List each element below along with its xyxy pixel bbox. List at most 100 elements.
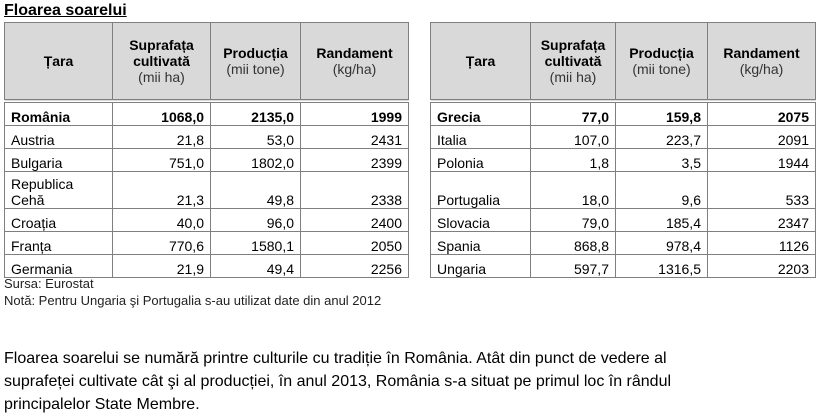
value-cell: 2399 <box>300 148 409 172</box>
value-cell: 2338 <box>300 171 409 209</box>
value-cell: 159,8 <box>615 99 708 126</box>
header-unit: (mii ha) <box>138 69 185 85</box>
country-name: Croația <box>11 215 57 231</box>
header-title: Suprafața cultivată <box>129 37 194 69</box>
value-cell: 96,0 <box>210 208 301 232</box>
country-cell: Slovacia <box>430 208 531 232</box>
value-cell: 1999 <box>300 99 409 126</box>
value-cell: 2431 <box>300 125 409 149</box>
table-row: Ungaria 597,7 1316,5 2203 <box>430 254 816 278</box>
value-cell: 2075 <box>707 99 816 126</box>
header-unit: (mii ha) <box>549 69 597 85</box>
table-header: Țara Suprafața cultivată (mii ha) Producția… <box>430 22 816 102</box>
value-cell: 2347 <box>707 208 816 232</box>
value-cell: 1802,0 <box>210 148 301 172</box>
country-name: Germania <box>11 261 73 277</box>
title: Floarea soarelui <box>4 2 127 19</box>
value-cell: 978,4 <box>615 231 708 255</box>
header-unit: (kg/ha) <box>739 61 784 77</box>
table: Țara Suprafața cultivată (mii ha) Producția… <box>430 22 816 278</box>
value-cell: 868,8 <box>530 231 616 255</box>
country-name: Republica Cehă <box>11 176 74 208</box>
country-cell: Spania <box>430 231 531 255</box>
table-header: Țara Suprafața cultivată (mii ha) Producția… <box>4 22 409 102</box>
value-cell: 40,0 <box>112 208 211 232</box>
country-cell: Republica Cehă <box>4 171 113 209</box>
header-unit: (mii tone) <box>226 61 285 77</box>
header-row: Țara Suprafața cultivată (mii ha) Producția… <box>4 22 409 102</box>
value-cell: 79,0 <box>530 208 616 232</box>
value-cell: 751,0 <box>112 148 211 172</box>
header-title: Producția <box>223 45 288 61</box>
country-name: Franța <box>11 238 52 254</box>
value-cell: 1944 <box>707 148 816 172</box>
table: Țara Suprafața cultivată (mii ha) Producția… <box>4 22 409 278</box>
value-cell: 770,6 <box>112 231 211 255</box>
table-body: România 1068,0 2135,0 1999 Austria 21,8 53,0 24… <box>4 99 409 278</box>
value-cell: 49,8 <box>210 171 301 209</box>
table-body: Grecia 77,0 159,8 2075 Italia 107,0 223,7 2091 P… <box>430 99 816 278</box>
value-cell: 1126 <box>707 231 816 255</box>
header-title: Randament <box>316 45 393 61</box>
value-cell: 21,3 <box>112 171 211 209</box>
value-cell: 1316,5 <box>615 254 708 278</box>
paragraph: Floarea soarelui se numără printre cultu… <box>4 347 671 416</box>
value-cell: 597,7 <box>530 254 616 278</box>
value-cell: 21,8 <box>112 125 211 149</box>
table-row: Bulgaria 751,0 1802,0 2399 <box>4 148 409 172</box>
country-name: Ungaria <box>437 261 487 277</box>
value-cell: 49,4 <box>210 254 301 278</box>
table-row: Croația 40,0 96,0 2400 <box>4 208 409 232</box>
paragraph-line: principalelor State Membre. <box>4 396 200 413</box>
header-title: Randament <box>723 45 800 61</box>
country-name: Portugalia <box>437 192 501 208</box>
country-name: Italia <box>437 132 467 148</box>
header-cell: Țara <box>430 22 531 102</box>
note: Notă: Pentru Ungaria şi Portugalia s-au … <box>4 293 382 308</box>
header-title: Producția <box>629 45 694 61</box>
header-cell: Randament (kg/ha) <box>300 22 409 102</box>
table-row: Austria 21,8 53,0 2431 <box>4 125 409 149</box>
country-name: Slovacia <box>437 215 490 231</box>
table-row: Franța 770,6 1580,1 2050 <box>4 231 409 255</box>
table-row: Polonia 1,8 3,5 1944 <box>430 148 816 172</box>
country-name: Spania <box>437 238 481 254</box>
value-cell: 21,9 <box>112 254 211 278</box>
paragraph-line: Floarea soarelui se numără printre cultu… <box>4 350 667 367</box>
country-cell: România <box>4 99 113 126</box>
value-cell: 1580,1 <box>210 231 301 255</box>
value-cell: 9,6 <box>615 171 708 209</box>
value-cell: 1,8 <box>530 148 616 172</box>
table-row: Republica Cehă 21,3 49,8 2338 <box>4 171 409 209</box>
table-row: Slovacia 79,0 185,4 2347 <box>430 208 816 232</box>
country-name: Polonia <box>437 155 484 171</box>
country-cell: Grecia <box>430 99 531 126</box>
table-row: Spania 868,8 978,4 1126 <box>430 231 816 255</box>
value-cell: 223,7 <box>615 125 708 149</box>
header-title: Țara <box>43 53 74 69</box>
header-cell: Producția (mii tone) <box>615 22 708 102</box>
header-unit: (mii tone) <box>632 61 691 77</box>
header-cell: Producția (mii tone) <box>210 22 301 102</box>
header-unit: (kg/ha) <box>332 61 377 77</box>
country-cell: Franța <box>4 231 113 255</box>
value-cell: 2050 <box>300 231 409 255</box>
country-cell: Germania <box>4 254 113 278</box>
country-name: Grecia <box>437 109 481 125</box>
country-cell: Croația <box>4 208 113 232</box>
table-row: Germania 21,9 49,4 2256 <box>4 254 409 278</box>
table-row: Portugalia 18,0 9,6 533 <box>430 171 816 209</box>
country-cell: Bulgaria <box>4 148 113 172</box>
country-name: Bulgaria <box>11 155 63 171</box>
value-cell: 2203 <box>707 254 816 278</box>
header-cell: Suprafața cultivată (mii ha) <box>112 22 211 102</box>
header-cell: Suprafața cultivată (mii ha) <box>530 22 616 102</box>
value-cell: 2091 <box>707 125 816 149</box>
value-cell: 1068,0 <box>112 99 211 126</box>
table-row: România 1068,0 2135,0 1999 <box>4 99 409 126</box>
value-cell: 533 <box>707 171 816 209</box>
country-cell: Portugalia <box>430 171 531 209</box>
value-cell: 2256 <box>300 254 409 278</box>
country-name: România <box>11 109 71 125</box>
